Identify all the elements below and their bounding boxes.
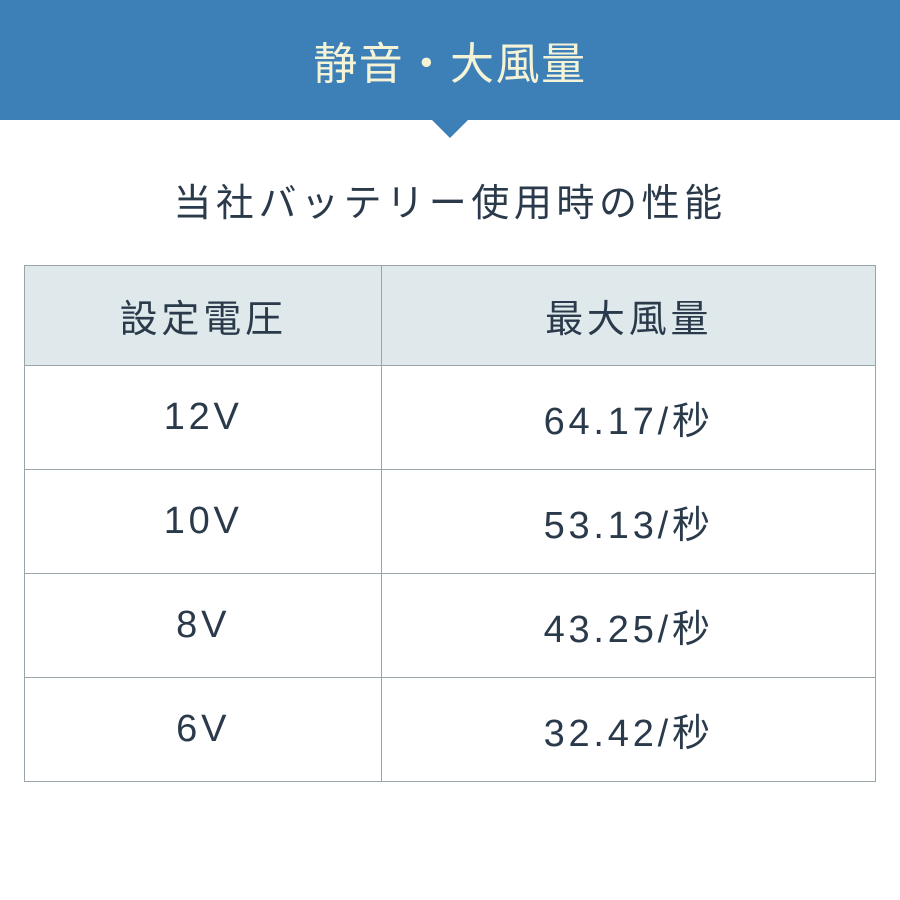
- banner-title: 静音・大風量: [0, 28, 900, 92]
- cell-airflow: 64.17/秒: [382, 366, 876, 470]
- column-header-voltage: 設定電圧: [25, 266, 382, 366]
- cell-airflow: 43.25/秒: [382, 574, 876, 678]
- banner: 静音・大風量: [0, 0, 900, 120]
- column-header-airflow: 最大風量: [382, 266, 876, 366]
- table-row: 12V 64.17/秒: [25, 366, 876, 470]
- cell-voltage: 12V: [25, 366, 382, 470]
- performance-table: 設定電圧 最大風量 12V 64.17/秒 10V 53.13/秒 8V 43.…: [24, 265, 876, 782]
- table-row: 10V 53.13/秒: [25, 470, 876, 574]
- performance-table-wrapper: 設定電圧 最大風量 12V 64.17/秒 10V 53.13/秒 8V 43.…: [0, 265, 900, 782]
- cell-voltage: 8V: [25, 574, 382, 678]
- cell-airflow: 53.13/秒: [382, 470, 876, 574]
- cell-voltage: 6V: [25, 678, 382, 782]
- cell-voltage: 10V: [25, 470, 382, 574]
- subtitle: 当社バッテリー使用時の性能: [0, 172, 900, 227]
- table-row: 8V 43.25/秒: [25, 574, 876, 678]
- table-header-row: 設定電圧 最大風量: [25, 266, 876, 366]
- table-row: 6V 32.42/秒: [25, 678, 876, 782]
- cell-airflow: 32.42/秒: [382, 678, 876, 782]
